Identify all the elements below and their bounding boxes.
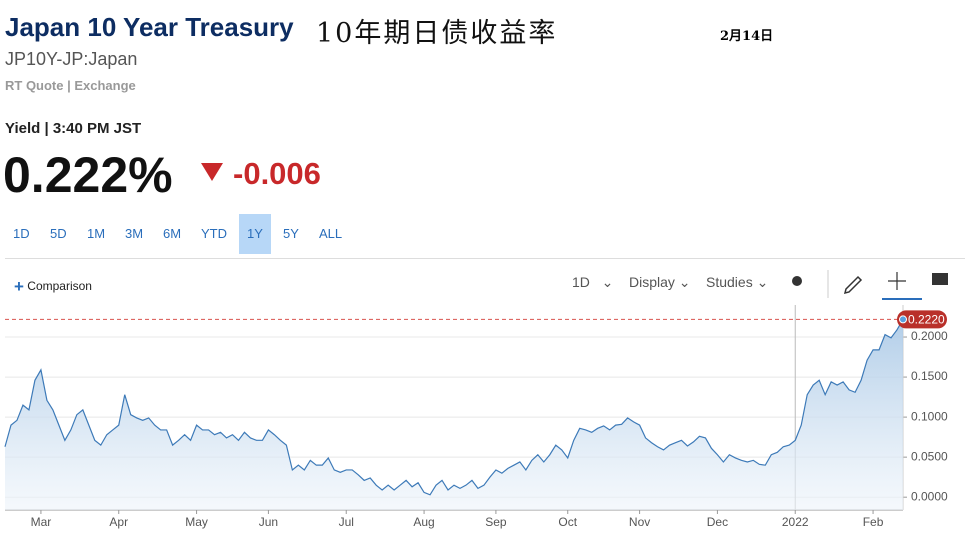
display-button[interactable]: Display ⌄	[629, 274, 691, 290]
display-label[interactable]: Display	[629, 274, 675, 290]
source: RT Quote | Exchange	[5, 78, 136, 93]
range-button[interactable]: 1D	[13, 226, 30, 241]
range-button[interactable]: 5Y	[283, 226, 299, 241]
divider	[5, 258, 965, 259]
y-tick-label: 0.1000	[911, 409, 948, 423]
x-tick-label: Apr	[109, 515, 128, 529]
studies-label[interactable]: Studies	[706, 274, 753, 290]
y-tick-label: 0.0000	[911, 489, 948, 503]
last-value-badge	[897, 310, 947, 329]
subtitle: 10年期日债收益率	[316, 18, 558, 49]
last-value-dot	[899, 315, 907, 324]
range-button[interactable]: 6M	[163, 226, 182, 241]
comparison-label[interactable]: Comparison	[27, 279, 92, 293]
chart: 0.0000 0.0500 0.1000 0.1500 0.2000 Mar Apr May J…	[4, 305, 948, 529]
change: -0.006	[233, 156, 321, 191]
title: Japan 10 Year Treasury	[5, 12, 294, 42]
toolbar-icons	[792, 270, 948, 300]
settings-icon[interactable]	[792, 276, 802, 286]
interval-button[interactable]: 1D ⌄	[572, 274, 614, 290]
x-tick-label: Dec	[707, 515, 728, 529]
x-tick-label: Jul	[339, 515, 354, 529]
x-tick-label: Feb	[863, 515, 884, 529]
y-tick-label: 0.1500	[911, 369, 948, 383]
comment-icon[interactable]	[932, 273, 948, 285]
down-arrow	[201, 163, 223, 181]
price: 0.222%	[3, 147, 173, 203]
x-tick-label: Mar	[31, 515, 52, 529]
range-button[interactable]: 1Y	[239, 214, 271, 254]
y-tick-label: 0.2000	[911, 329, 948, 343]
x-tick-label: Jun	[259, 515, 278, 529]
x-tick-label: Sep	[485, 515, 507, 529]
range-button[interactable]: 3M	[125, 226, 144, 241]
x-tick-label: Aug	[413, 515, 434, 529]
range-button[interactable]: YTD	[201, 226, 227, 241]
y-tick-label: 0.0500	[911, 449, 948, 463]
range-button[interactable]: ALL	[319, 226, 343, 241]
draw-icon[interactable]	[843, 275, 863, 295]
x-tick-label: 2022	[782, 515, 809, 529]
symbol: JP10Y-JP:Japan	[5, 49, 138, 69]
price-line	[4, 319, 904, 496]
comparison-button[interactable]: + Comparison	[14, 277, 92, 296]
last-value-label: 0.2220	[908, 313, 945, 327]
x-tick-label: May	[185, 515, 208, 529]
x-tick-label: Oct	[558, 515, 577, 529]
range-button[interactable]: 1M	[87, 226, 106, 241]
interval-label[interactable]: 1D	[572, 274, 590, 290]
quote-label: Yield | 3:40 PM JST	[5, 120, 142, 137]
area-fill	[5, 319, 903, 510]
studies-button[interactable]: Studies ⌄	[706, 274, 769, 290]
x-tick-label: Nov	[629, 515, 650, 529]
crosshair-icon[interactable]	[888, 272, 906, 290]
date: 2月14日	[720, 29, 774, 44]
range-button[interactable]: 5D	[50, 226, 67, 241]
